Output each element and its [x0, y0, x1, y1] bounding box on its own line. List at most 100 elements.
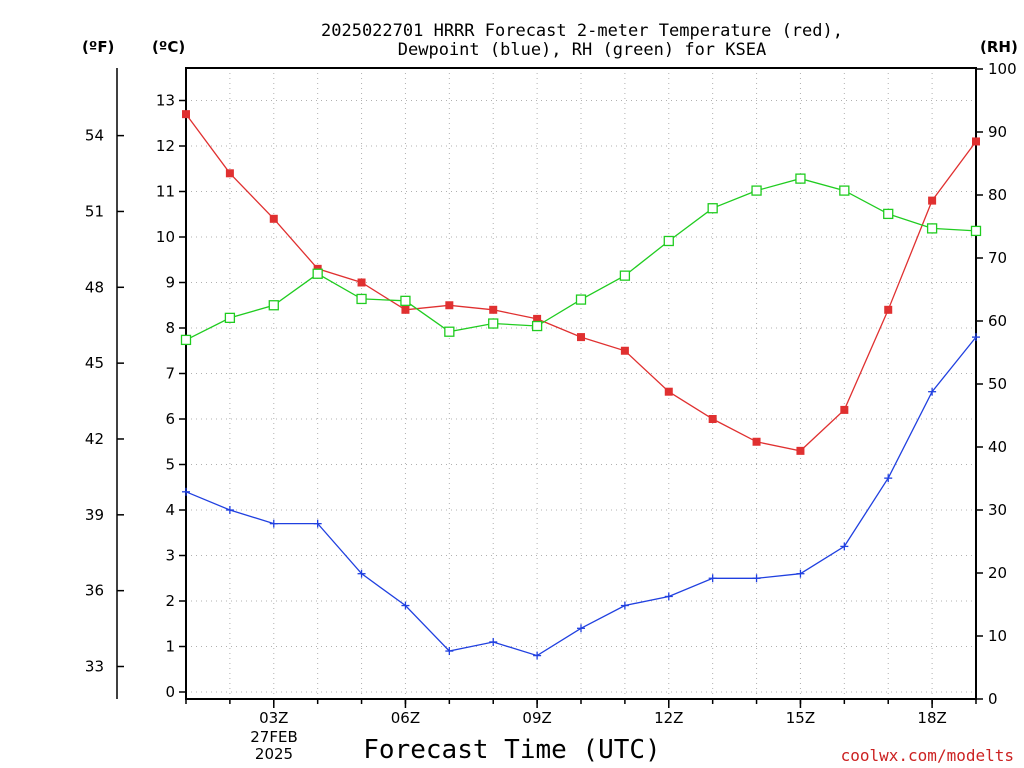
celsius-tick-label-4: 4 — [165, 501, 175, 519]
dewpoint-point-5 — [357, 569, 366, 578]
rh-tick-label-70: 70 — [988, 249, 1007, 267]
x-tick-label-18Z: 18Z — [917, 709, 946, 727]
rh-point-13 — [707, 203, 718, 214]
x-tick-label-09Z: 09Z — [522, 709, 551, 727]
temperature-point-14 — [752, 437, 761, 446]
fahrenheit-tick-label-54: 54 — [85, 127, 104, 145]
x-tick-label-15Z: 15Z — [786, 709, 815, 727]
temperature-point-18 — [928, 196, 937, 205]
rh-point-12 — [663, 235, 674, 247]
rh-point-17 — [883, 208, 894, 220]
dewpoint-line — [185, 336, 977, 657]
series-dewpoint — [182, 333, 980, 660]
data-series — [180, 110, 982, 660]
dewpoint-point-13 — [708, 574, 717, 583]
celsius-tick-label-3: 3 — [165, 547, 175, 565]
dewpoint-point-16 — [840, 542, 849, 551]
celsius-tick-label-7: 7 — [165, 365, 175, 383]
celsius-tick-label-12: 12 — [156, 137, 175, 155]
rh-point-1 — [180, 334, 192, 346]
dewpoint-point-14 — [752, 574, 761, 583]
temperature-point-12 — [664, 387, 673, 396]
temperature-point-7 — [445, 301, 454, 310]
temperature-point-2 — [225, 169, 234, 178]
rh-tick-label-40: 40 — [988, 438, 1007, 456]
rh-tick-label-0: 0 — [988, 690, 998, 708]
rh-point-10 — [575, 294, 587, 305]
celsius-tick-label-11: 11 — [156, 183, 175, 201]
x-tick-label-03Z: 03Z — [259, 709, 288, 727]
dewpoint-point-17 — [884, 474, 893, 483]
temperature-point-15 — [796, 446, 805, 455]
rh-point-7 — [444, 326, 455, 337]
dewpoint-point-1 — [182, 487, 190, 496]
rh-tick-label-50: 50 — [988, 375, 1007, 393]
axes — [116, 67, 983, 708]
dewpoint-point-3 — [269, 519, 278, 528]
rh-point-14 — [751, 185, 762, 196]
fahrenheit-tick-label-39: 39 — [85, 506, 104, 524]
dewpoint-point-4 — [313, 519, 322, 528]
celsius-tick-label-9: 9 — [165, 274, 175, 292]
x-tick-label-12Z: 12Z — [654, 709, 683, 727]
grid-lines — [185, 68, 977, 699]
temperature-point-8 — [489, 305, 498, 314]
chart-title-line1: 2025022701 HRRR Forecast 2-meter Tempera… — [321, 21, 843, 41]
rh-point-9 — [531, 320, 543, 332]
fahrenheit-tick-label-45: 45 — [85, 354, 104, 372]
fahrenheit-unit-label: (ºF) — [82, 38, 114, 56]
dewpoint-point-12 — [664, 592, 673, 601]
rh-point-16 — [839, 185, 850, 196]
dewpoint-point-10 — [577, 624, 585, 633]
temperature-point-6 — [401, 305, 410, 314]
temperature-point-19 — [972, 137, 980, 146]
credit-text: coolwx.com/modelts — [841, 746, 1014, 765]
rh-unit-label: (RH) — [980, 38, 1018, 56]
celsius-tick-label-5: 5 — [165, 456, 175, 474]
temperature-point-9 — [533, 314, 542, 323]
rh-line — [185, 177, 977, 341]
dewpoint-point-8 — [489, 637, 498, 646]
celsius-tick-label-8: 8 — [165, 319, 175, 337]
rh-point-5 — [356, 293, 367, 305]
dewpoint-point-19 — [972, 333, 980, 342]
celsius-tick-label-6: 6 — [165, 410, 175, 428]
x-axis-label: Forecast Time (UTC) — [363, 735, 660, 765]
temperature-point-11 — [620, 346, 629, 355]
dewpoint-point-7 — [445, 647, 454, 656]
series-rh — [180, 173, 982, 346]
temperature-point-5 — [357, 278, 366, 287]
rh-tick-label-30: 30 — [988, 501, 1007, 519]
temperature-point-13 — [708, 415, 717, 423]
rh-tick-label-20: 20 — [988, 564, 1007, 582]
rh-point-8 — [488, 318, 499, 329]
rh-tick-label-90: 90 — [988, 123, 1007, 141]
dewpoint-point-11 — [620, 601, 629, 610]
rh-point-15 — [795, 173, 806, 184]
fahrenheit-tick-label-48: 48 — [85, 278, 104, 296]
temperature-point-17 — [884, 305, 893, 314]
temperature-point-3 — [269, 214, 278, 223]
celsius-tick-label-10: 10 — [156, 228, 175, 246]
dewpoint-point-9 — [533, 651, 542, 660]
rh-tick-label-100: 100 — [988, 60, 1017, 78]
rh-point-3 — [268, 300, 279, 311]
celsius-tick-label-13: 13 — [156, 92, 175, 110]
chart-title-line2: Dewpoint (blue), RH (green) for KSEA — [398, 40, 766, 60]
fahrenheit-tick-label-42: 42 — [85, 430, 104, 448]
rh-tick-label-60: 60 — [988, 312, 1007, 330]
dewpoint-point-2 — [225, 506, 234, 514]
rh-point-11 — [619, 270, 631, 281]
celsius-tick-label-1: 1 — [165, 638, 175, 656]
rh-point-4 — [312, 268, 323, 279]
rh-point-2 — [224, 312, 236, 324]
rh-tick-label-10: 10 — [988, 627, 1007, 645]
tick-labels: 0123456789101112133336394245485154010203… — [85, 60, 1017, 727]
celsius-tick-label-0: 0 — [165, 683, 175, 701]
temperature-point-16 — [840, 405, 849, 414]
fahrenheit-tick-label-36: 36 — [85, 582, 104, 600]
x-date-label-day: 27FEB — [250, 728, 297, 746]
rh-point-6 — [400, 295, 411, 306]
fahrenheit-tick-label-33: 33 — [85, 658, 104, 676]
